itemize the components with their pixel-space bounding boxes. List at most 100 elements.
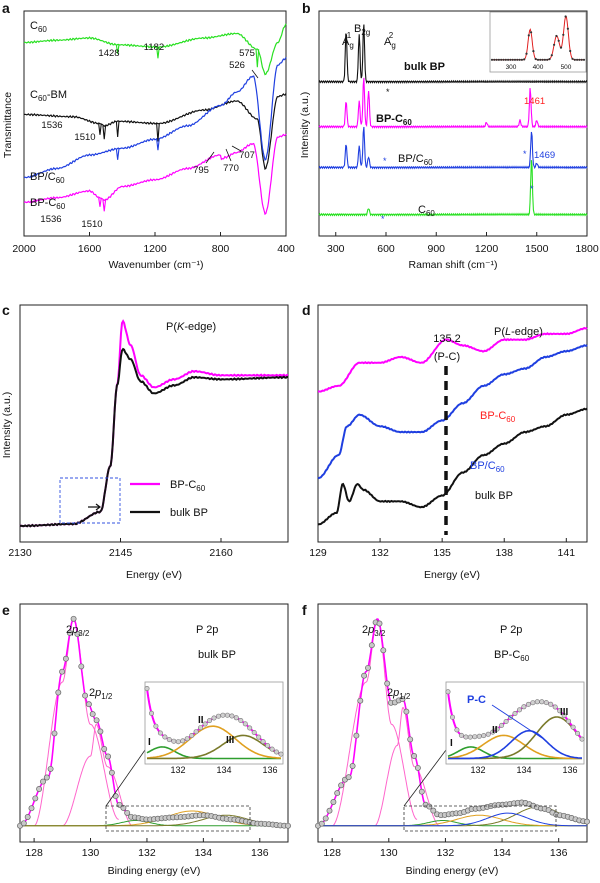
x-tick-label: 132 [371, 547, 389, 559]
xps-inset-point [534, 699, 540, 705]
ftir-dip [115, 121, 120, 138]
panel-a-ylabel: Transmittance [2, 92, 14, 158]
xps-data-point [418, 788, 425, 795]
raman-inset-point [534, 57, 537, 61]
peak-label: 575 [239, 48, 255, 59]
xps-data-point [101, 746, 108, 752]
raman-inset-point [557, 39, 560, 42]
panel-f-title: P 2p [500, 624, 522, 636]
xps-inset-curves [445, 689, 585, 760]
x-tick-label: 129 [309, 547, 327, 559]
xps-inset-point [207, 718, 213, 724]
xps-data-point [376, 620, 383, 627]
xps-inset-point [269, 746, 275, 752]
xps-inset-point [521, 704, 527, 710]
raman-inset-point [548, 58, 551, 61]
raman-inset-point [580, 58, 583, 61]
xps-inset-point [557, 708, 563, 714]
panel-f-xlabel: Binding energy (eV) [406, 865, 499, 877]
xps-data-point [36, 786, 43, 792]
panel-a-series-labels: C60 C60-BM BP/C60 BP-C60 [30, 20, 67, 211]
x-tick-label: 1200 [143, 243, 167, 255]
xps-inset-point [485, 731, 491, 737]
xps-data-point [62, 655, 69, 662]
peak-label-2p12: 2p1/2 [89, 687, 113, 701]
xps-inset-point [579, 736, 585, 742]
panel-f-xticks: 128 130 132 134 136 [323, 838, 568, 859]
xps-data-point [82, 692, 89, 699]
zoom-box [59, 477, 121, 524]
xps-inset-point [481, 733, 487, 739]
raman-inset-point [502, 58, 505, 61]
xps-inset-point [171, 738, 177, 744]
xps-data-point [93, 717, 100, 724]
xps-inset-point [490, 729, 496, 735]
panel-b-curves [318, 24, 588, 217]
peak-label: 1428 [98, 48, 119, 59]
xps-inset-point [153, 723, 159, 729]
xps-inset-point [512, 710, 518, 716]
raman-inset-point [573, 58, 576, 61]
asterisk-mark: * [530, 184, 534, 194]
x-tick-label: 1800 [575, 243, 599, 255]
xps-data-point [411, 753, 418, 759]
raman-inset-point [562, 33, 565, 36]
xas-l-line-0 [317, 326, 588, 393]
xps-inset-point [149, 710, 155, 716]
ftir-line-3 [23, 133, 287, 216]
pc-component-label: P-C [467, 694, 486, 706]
raman-inset-point [516, 58, 519, 61]
panel-f-curves [315, 618, 590, 829]
xps-inset-point [570, 724, 576, 730]
panel-f: f 128 130 132 134 136 Binding energy (eV) 2p… [302, 602, 590, 877]
xps-inset-point [202, 721, 208, 727]
x-tick-label: 136 [550, 847, 568, 859]
x-tick-label: 900 [427, 243, 445, 255]
ftir-dip [255, 49, 260, 68]
xps-inset-point [494, 726, 500, 732]
xps-data-point [120, 804, 127, 811]
xps-inset-point [463, 734, 469, 740]
raman-inset-point [513, 58, 517, 61]
xps-data-point [43, 774, 50, 781]
raman-inset-point [497, 58, 500, 61]
panel-b-inset: 300 400 500 [489, 11, 587, 73]
panel-d-xlabel: Energy (eV) [424, 569, 480, 581]
panel-e-curves [17, 615, 291, 829]
panel-b-letter: b [302, 0, 311, 16]
raman-line-3 [318, 160, 588, 217]
xps-data-point [89, 711, 96, 718]
peak-label: 1536 [40, 214, 61, 225]
x-tick-label: 800 [212, 243, 230, 255]
panel-a-curves [23, 23, 287, 216]
xps-data-point [361, 672, 368, 679]
xps-data-point [78, 663, 85, 670]
raman-inset-point [511, 58, 514, 61]
xps-bg-component [318, 812, 587, 827]
xps-data-point [85, 701, 92, 708]
ftir-dip [98, 197, 102, 207]
raman-inset-point [500, 58, 503, 61]
raman-peak-1461: 1461 [524, 96, 545, 107]
ftir-dip [156, 138, 160, 151]
xps-inset-point [273, 749, 279, 755]
xps-inset-point [260, 739, 266, 745]
x-tick-label: 138 [495, 547, 513, 559]
panel-b-frame [318, 10, 588, 237]
x-tick-label: 128 [25, 847, 43, 859]
xps-inset-point [499, 722, 505, 728]
series-label-bp-c60: BP-C60 [30, 197, 66, 211]
ftir-line-1 [23, 93, 287, 170]
x-tick-label: 128 [323, 847, 341, 859]
panel-d-letter: d [302, 302, 311, 318]
panel-a: a Transmittance 2000 1600 1200 800 400 Waven… [2, 0, 295, 271]
xps-data-point [349, 763, 356, 769]
xps-data-point [365, 664, 371, 671]
xps-data-point [403, 708, 410, 715]
ftir-dip [102, 125, 107, 140]
panel-b-mode-labels: Ag1 B2g Ag2 [342, 23, 396, 50]
mode-label-ag1: Ag1 [342, 31, 354, 50]
xps-data-point [368, 642, 375, 649]
xps-inset-frame [144, 681, 284, 765]
